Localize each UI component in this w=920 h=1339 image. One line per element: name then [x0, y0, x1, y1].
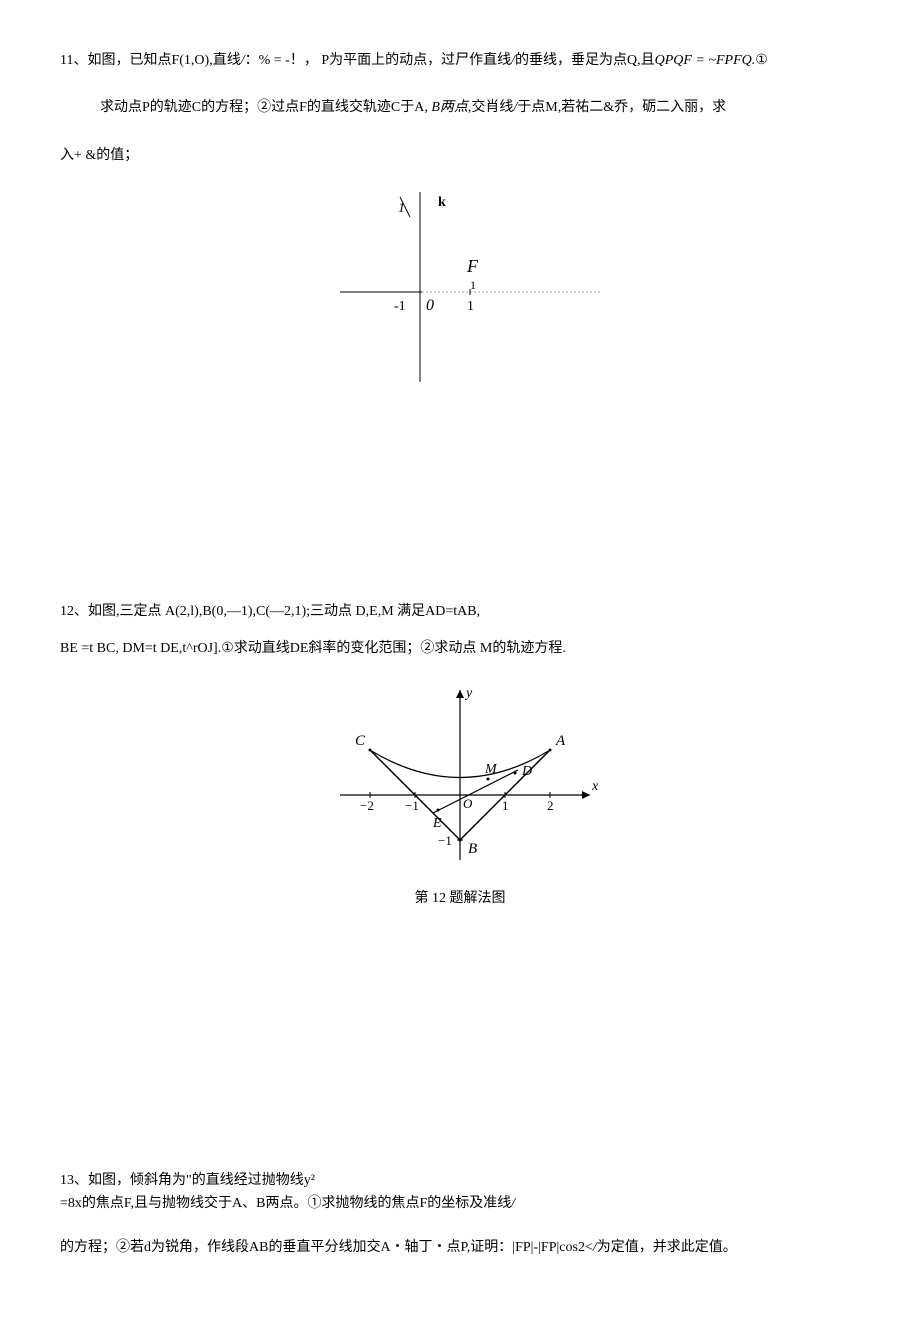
- p12-2: 2: [547, 798, 554, 813]
- p11-t3: 的垂线，垂足为点Q,且: [515, 53, 655, 68]
- p13-line1: 13、如图，倾斜角为"的直线经过抛物线y²: [60, 1170, 860, 1192]
- p11-t2: ：% = -！， P为平面上的动点，过尸作直线: [245, 53, 512, 68]
- p13-line3: 的方程；②若d为锐角，作线段AB的垂直平分线加交A・轴丁・点P,证明：|FP|-…: [60, 1237, 860, 1259]
- p12-pt-A: [549, 749, 552, 752]
- p12-svg: y x A B C D E M O −2 −1 1 2 −1: [310, 675, 610, 875]
- p12-l2: BE =t BC, DM=t DE,t^rOJ].①求动直线DE斜率的变化范围；…: [60, 641, 566, 656]
- p12-pt-C: [369, 749, 372, 752]
- p13-gap: [60, 1215, 860, 1237]
- p11-line2: 求动点P的轨迹C的方程；②过点F的直线交轨迹C于A, B两点,交肖线/于点M,若…: [60, 97, 860, 119]
- p11-l2d: 于点M,若祐二&乔，砺二入丽，求: [517, 100, 726, 115]
- problem-12: 12、如图,三定点 A(2,l),B(0,—1),C(—2,1);三动点 D,E…: [60, 601, 860, 911]
- p12-A: A: [555, 733, 566, 749]
- p11-one-right: 1: [470, 278, 476, 292]
- p12-D: D: [521, 764, 532, 779]
- p12-pt-E: [437, 809, 440, 812]
- p12-n2: −2: [360, 798, 374, 813]
- p11-l3: 入+ &的值；: [60, 148, 138, 163]
- p13-l3b: 为定值，并求此定值。: [597, 1240, 737, 1255]
- p11-l2b: B两点: [431, 100, 468, 115]
- problem-13: 13、如图，倾斜角为"的直线经过抛物线y² =8x的焦点F,且与抛物线交于A、B…: [60, 1170, 860, 1259]
- p11-eq: QPQF = ~FPFQ.: [655, 53, 756, 68]
- p12-line1: 12、如图,三定点 A(2,l),B(0,—1),C(—2,1);三动点 D,E…: [60, 601, 860, 623]
- p11-origin: 0: [426, 297, 434, 314]
- p12-ylab: y: [464, 686, 473, 701]
- p12-pt-D: [514, 772, 517, 775]
- p11-neg1: -1: [394, 299, 406, 314]
- p11-svg: k F 1 -1 0 1 1: [310, 182, 610, 392]
- p12-B: B: [468, 841, 477, 857]
- p12-y-arrow: [456, 690, 464, 698]
- problem-11: 11、如图，已知点F(1,O),直线/：% = -！， P为平面上的动点，过尸作…: [60, 50, 860, 401]
- p13-l2: =8x的焦点F,且与抛物线交于A、B两点。①求抛物线的焦点F的坐标及准线: [60, 1196, 511, 1211]
- p12-M: M: [484, 762, 498, 777]
- p11-F-label: F: [466, 256, 479, 276]
- p13-l3: 的方程；②若d为锐角，作线段AB的垂直平分线加交A・轴丁・点P,证明：|FP|-…: [60, 1240, 593, 1255]
- p11-k-label: k: [438, 195, 446, 210]
- p13-l1: 13、如图，倾斜角为"的直线经过抛物线y²: [60, 1173, 315, 1188]
- p11-t4: ①: [755, 53, 768, 68]
- p12-pt-B: [459, 839, 462, 842]
- p11-y-one: 1: [398, 201, 405, 216]
- p12-pt-M: [487, 778, 490, 781]
- p11-line3: 入+ &的值；: [60, 145, 860, 167]
- p13-slash1: /: [511, 1196, 515, 1211]
- p11-line1: 11、如图，已知点F(1,O),直线/：% = -！， P为平面上的动点，过尸作…: [60, 50, 860, 72]
- p12-line2: BE =t BC, DM=t DE,t^rOJ].①求动直线DE斜率的变化范围；…: [60, 638, 860, 660]
- p13-line2: =8x的焦点F,且与抛物线交于A、B两点。①求抛物线的焦点F的坐标及准线/: [60, 1193, 860, 1215]
- p12-figure: y x A B C D E M O −2 −1 1 2 −1 第 12 题解法图: [60, 675, 860, 910]
- p12-n1: −1: [405, 798, 419, 813]
- p11-figure: k F 1 -1 0 1 1: [60, 182, 860, 400]
- p12-caption: 第 12 题解法图: [60, 888, 860, 910]
- p11-l2a: 求动点P的轨迹C的方程；②过点F的直线交轨迹C于A,: [100, 100, 431, 115]
- p12-x-arrow: [582, 791, 590, 799]
- p12-xlab: x: [591, 779, 599, 794]
- p11-t1: 11、如图，已知点F(1,O),直线: [60, 53, 241, 68]
- p12-O: O: [463, 796, 473, 811]
- p12-l1: 12、如图,三定点 A(2,l),B(0,—1),C(—2,1);三动点 D,E…: [60, 604, 480, 619]
- gap-1: [60, 441, 860, 601]
- p11-one-bottom: 1: [467, 299, 474, 314]
- p12-1: 1: [502, 798, 509, 813]
- p12-ny1: −1: [438, 833, 452, 848]
- p12-C: C: [355, 733, 366, 749]
- p12-E: E: [432, 816, 442, 831]
- p11-l2c: ,交肖线: [468, 100, 514, 115]
- gap-2: [60, 950, 860, 1170]
